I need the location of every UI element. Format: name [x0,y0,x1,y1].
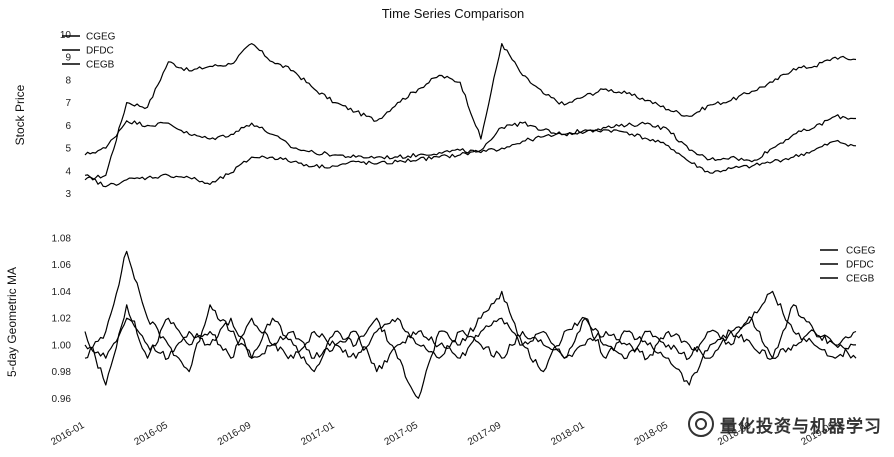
top-y-axis-label: Stock Price [13,84,27,145]
y-tick-label: 1.04 [52,287,72,298]
legend-label: CEGB [846,274,875,285]
y-tick-label: 6 [65,121,71,132]
legend-label: CGEG [846,246,876,257]
series-line-cegb [84,317,857,373]
series-line-dfdc [84,304,857,386]
y-tick-label: 1.00 [52,340,72,351]
x-tick-label: 2017-01 [299,420,337,448]
legend-label: CGEG [86,32,116,43]
x-tick-label: 2016-05 [133,420,171,448]
y-tick-label: 5 [65,144,71,155]
x-tick-label: 2018-01 [549,420,587,448]
series-line-cegb [84,121,857,188]
y-tick-label: 4 [65,166,71,177]
x-tick-label: 2017-09 [466,420,504,448]
legend-label: DFDC [846,260,874,271]
x-tick-label: 2017-05 [383,420,421,448]
y-tick-label: 1.02 [52,314,72,325]
watermark: 量化投资与机器学习 [688,411,882,437]
y-tick-label: 1.08 [52,234,72,245]
y-tick-label: 0.98 [52,367,72,378]
y-tick-label: 7 [65,98,71,109]
chart-title: Time Series Comparison [382,6,525,21]
x-tick-label: 2018-05 [633,420,671,448]
y-tick-label: 9 [65,53,71,64]
wechat-logo-icon [688,411,714,437]
y-tick-label: 0.96 [52,394,72,405]
watermark-text: 量化投资与机器学习 [720,416,882,437]
x-tick-label: 2016-01 [49,420,87,448]
y-tick-label: 3 [65,189,71,200]
series-line-dfdc [84,114,856,163]
legend-label: DFDC [86,46,114,57]
legend-label: CEGB [86,60,115,71]
bottom-y-axis-label: 5-day Geometric MA [5,267,19,377]
y-tick-label: 8 [65,75,71,86]
series-line-cgeg [84,250,856,399]
x-tick-label: 2016-09 [216,420,254,448]
series-line-cgeg [84,42,857,181]
y-tick-label: 1.06 [52,260,72,271]
